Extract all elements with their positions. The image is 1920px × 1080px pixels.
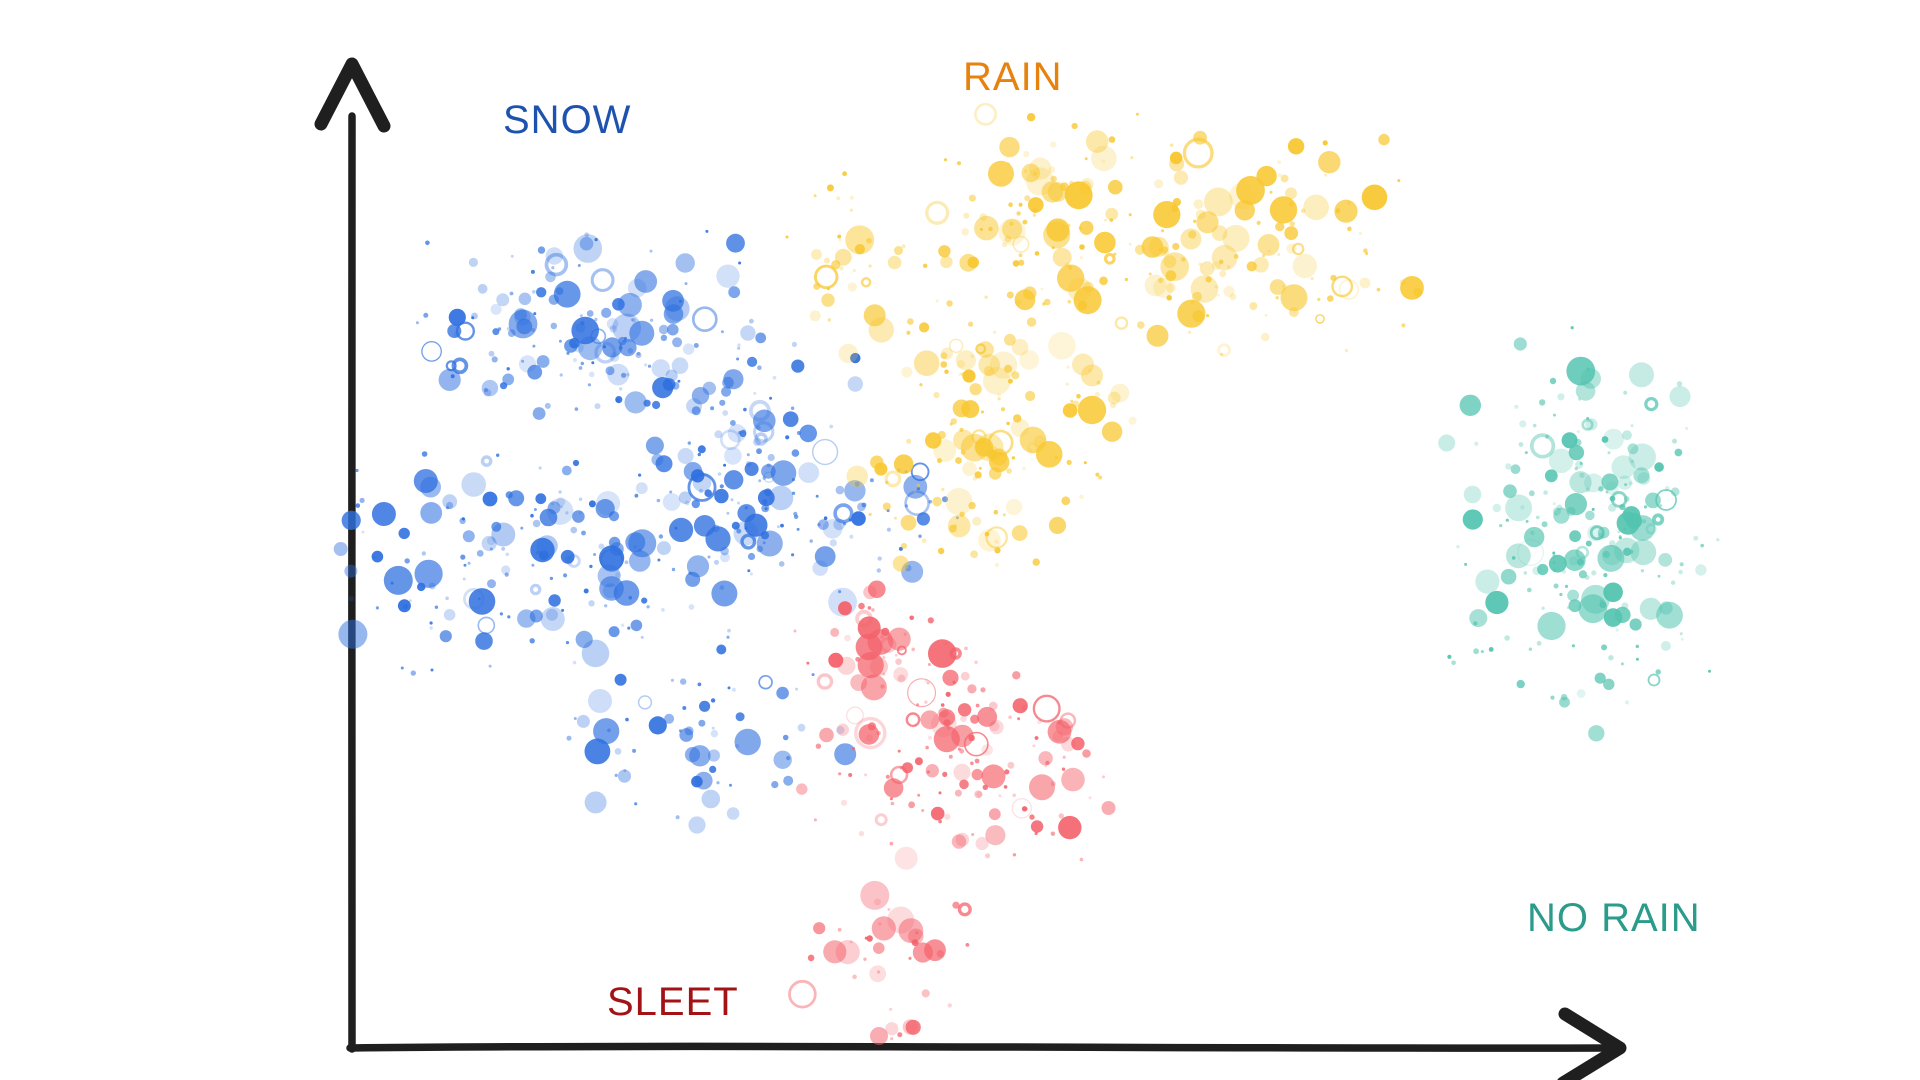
x-axis xyxy=(346,1042,1612,1052)
scatter-dots xyxy=(333,102,1720,1045)
x-axis-arrowhead-icon xyxy=(1557,1007,1627,1080)
cluster-label-sleet: SLEET xyxy=(607,980,739,1024)
y-axis xyxy=(347,112,357,1053)
cluster-label-rain: RAIN xyxy=(963,55,1063,99)
y-axis-arrowhead-icon xyxy=(314,57,391,133)
axes xyxy=(314,57,1627,1080)
cluster-label-no-rain: NO RAIN xyxy=(1527,896,1701,940)
cluster-label-snow: SNOW xyxy=(503,98,632,142)
